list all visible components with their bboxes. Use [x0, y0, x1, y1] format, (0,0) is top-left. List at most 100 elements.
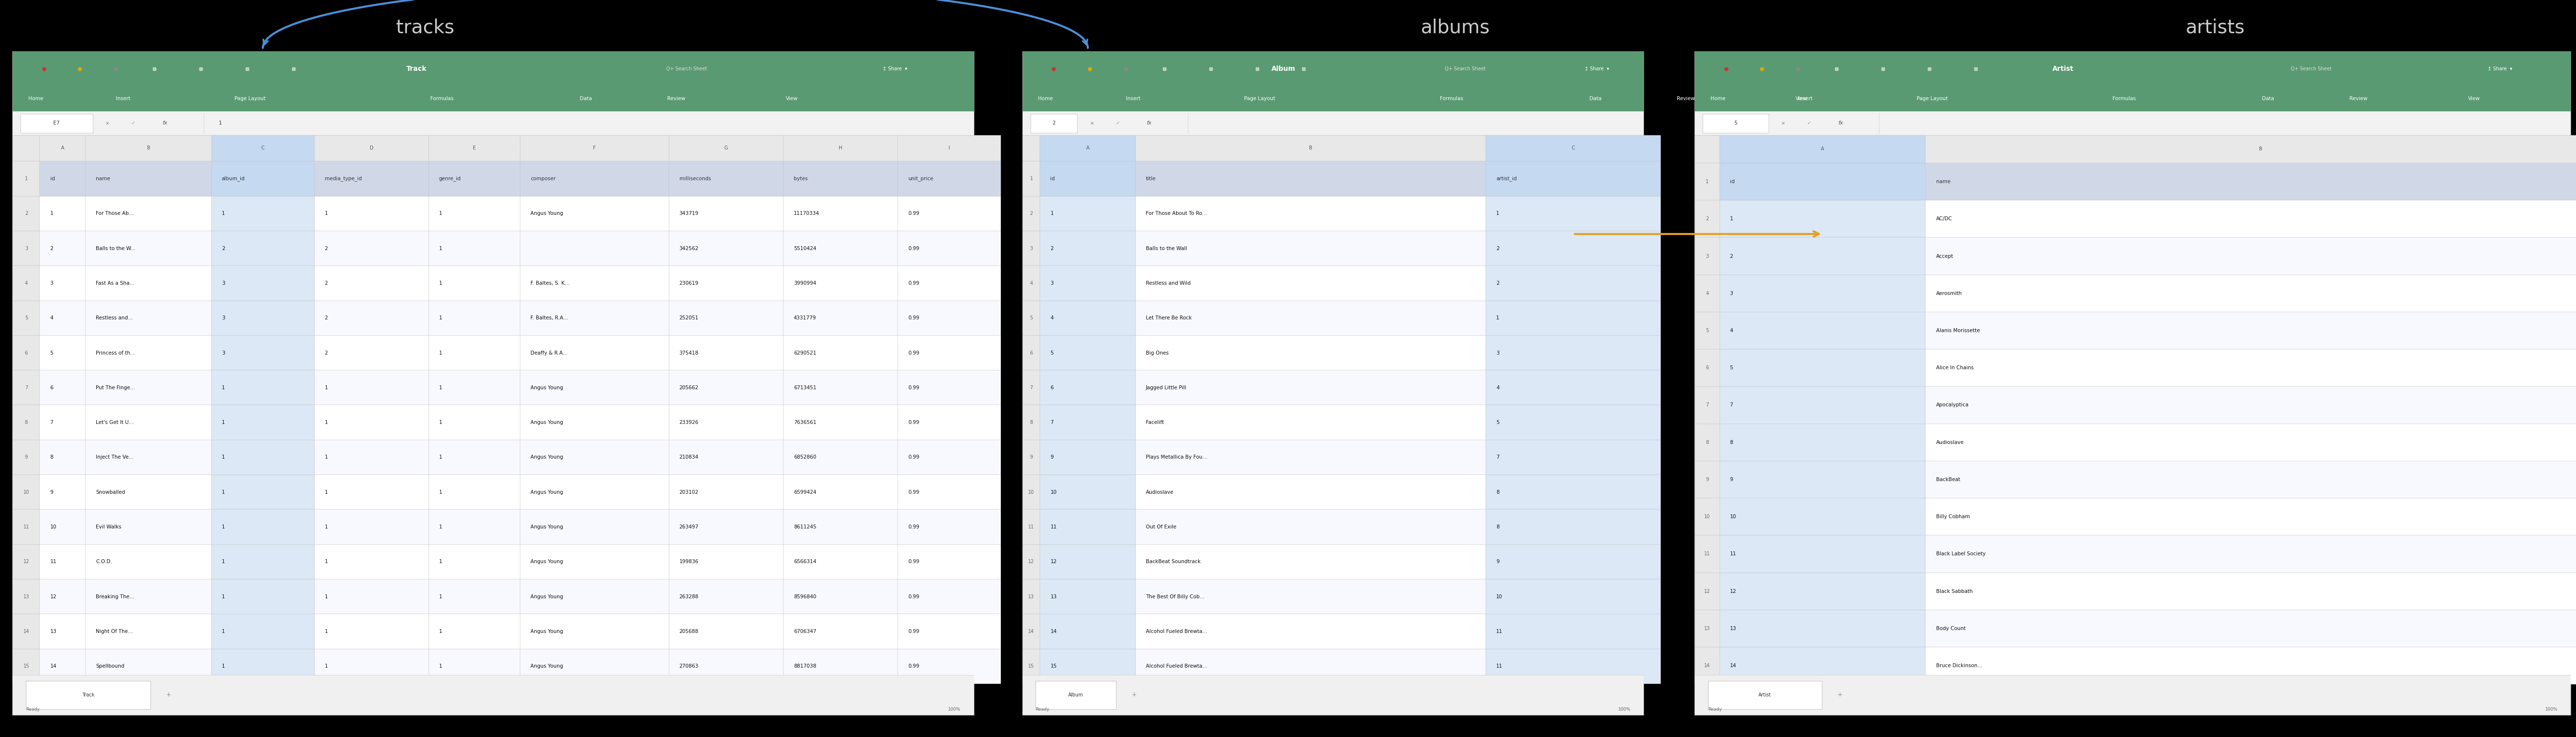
Text: 11: 11 [23, 525, 28, 529]
FancyBboxPatch shape [1023, 675, 1643, 715]
Text: 9: 9 [1051, 455, 1054, 460]
Text: 1: 1 [222, 525, 224, 529]
FancyBboxPatch shape [1695, 135, 1721, 163]
FancyBboxPatch shape [1721, 461, 1927, 498]
Text: 4: 4 [1497, 385, 1499, 390]
Text: 5: 5 [1051, 350, 1054, 355]
FancyBboxPatch shape [1030, 113, 1077, 133]
FancyBboxPatch shape [13, 405, 39, 440]
Text: fx: fx [1839, 121, 1842, 126]
FancyBboxPatch shape [1041, 161, 1136, 196]
Text: ✓: ✓ [131, 121, 137, 126]
FancyBboxPatch shape [314, 266, 428, 301]
Text: 2: 2 [1731, 254, 1734, 259]
Text: F. Baltes, R.A...: F. Baltes, R.A... [531, 315, 569, 321]
Text: 1: 1 [438, 525, 443, 529]
Text: 10: 10 [49, 525, 57, 529]
FancyBboxPatch shape [520, 135, 670, 161]
FancyBboxPatch shape [314, 649, 428, 684]
FancyBboxPatch shape [1927, 349, 2576, 386]
Text: Angus Young: Angus Young [531, 629, 564, 634]
FancyBboxPatch shape [1695, 675, 2571, 715]
FancyBboxPatch shape [1695, 461, 1721, 498]
Text: A: A [1821, 147, 1824, 152]
FancyBboxPatch shape [670, 545, 783, 579]
Text: 14: 14 [1028, 629, 1036, 634]
Text: 7636561: 7636561 [793, 420, 817, 425]
FancyBboxPatch shape [1695, 312, 1721, 349]
Text: 0.99: 0.99 [907, 420, 920, 425]
FancyBboxPatch shape [13, 135, 974, 161]
Text: Angus Young: Angus Young [531, 594, 564, 599]
Text: 13: 13 [1051, 594, 1056, 599]
FancyBboxPatch shape [39, 545, 85, 579]
FancyBboxPatch shape [1023, 111, 1643, 135]
Text: 14: 14 [1051, 629, 1056, 634]
FancyBboxPatch shape [13, 231, 39, 266]
FancyBboxPatch shape [1695, 86, 2571, 111]
FancyBboxPatch shape [26, 681, 149, 709]
FancyBboxPatch shape [1023, 301, 1041, 335]
Text: 4: 4 [1030, 281, 1033, 286]
FancyBboxPatch shape [1023, 475, 1041, 509]
FancyBboxPatch shape [1041, 135, 1136, 161]
Text: 11: 11 [1497, 664, 1502, 668]
FancyBboxPatch shape [1486, 161, 1662, 196]
FancyBboxPatch shape [1927, 200, 2576, 237]
FancyBboxPatch shape [314, 405, 428, 440]
Text: 10: 10 [1051, 490, 1056, 495]
Text: 0.99: 0.99 [907, 281, 920, 286]
FancyBboxPatch shape [1036, 681, 1115, 709]
Text: 1: 1 [222, 385, 224, 390]
Text: 8: 8 [1705, 440, 1708, 445]
FancyBboxPatch shape [520, 370, 670, 405]
FancyBboxPatch shape [85, 509, 211, 545]
Text: 11: 11 [1028, 525, 1036, 529]
FancyBboxPatch shape [1695, 237, 1721, 275]
Text: 1: 1 [438, 559, 443, 565]
FancyBboxPatch shape [520, 231, 670, 266]
FancyBboxPatch shape [1041, 405, 1136, 440]
Text: 6290521: 6290521 [793, 350, 817, 355]
Text: 10: 10 [1497, 594, 1502, 599]
FancyBboxPatch shape [428, 335, 520, 370]
Text: Review: Review [1677, 97, 1695, 101]
Text: 9: 9 [1497, 559, 1499, 565]
FancyBboxPatch shape [13, 52, 974, 86]
Text: artist_id: artist_id [1497, 176, 1517, 181]
Text: 10: 10 [1705, 514, 1710, 520]
FancyBboxPatch shape [85, 161, 211, 196]
Text: 1: 1 [1497, 211, 1499, 216]
FancyBboxPatch shape [211, 301, 314, 335]
FancyBboxPatch shape [1486, 440, 1662, 475]
Text: Bruce Dickinson...: Bruce Dickinson... [1937, 663, 1981, 668]
FancyBboxPatch shape [1023, 370, 1041, 405]
FancyBboxPatch shape [520, 579, 670, 614]
FancyBboxPatch shape [783, 196, 896, 231]
FancyBboxPatch shape [13, 440, 39, 475]
Text: 375418: 375418 [680, 350, 698, 355]
FancyBboxPatch shape [896, 135, 999, 161]
Text: 1: 1 [222, 629, 224, 634]
Text: Apocalyptica: Apocalyptica [1937, 402, 1968, 408]
FancyBboxPatch shape [1486, 509, 1662, 545]
FancyBboxPatch shape [1695, 610, 1721, 647]
FancyBboxPatch shape [13, 111, 974, 135]
FancyBboxPatch shape [783, 231, 896, 266]
Text: 11: 11 [1731, 551, 1736, 556]
Text: 13: 13 [1731, 626, 1736, 631]
FancyBboxPatch shape [85, 440, 211, 475]
Text: 13: 13 [23, 594, 28, 599]
Text: composer: composer [531, 176, 556, 181]
Text: Deaffy & R.A...: Deaffy & R.A... [531, 350, 567, 355]
FancyBboxPatch shape [670, 196, 783, 231]
Text: 0.99: 0.99 [907, 211, 920, 216]
FancyBboxPatch shape [1486, 370, 1662, 405]
Text: 6: 6 [1705, 366, 1708, 370]
Text: 1: 1 [438, 350, 443, 355]
FancyBboxPatch shape [896, 509, 999, 545]
Text: 1: 1 [26, 176, 28, 181]
FancyBboxPatch shape [896, 370, 999, 405]
FancyBboxPatch shape [1486, 335, 1662, 370]
FancyBboxPatch shape [1023, 440, 1041, 475]
